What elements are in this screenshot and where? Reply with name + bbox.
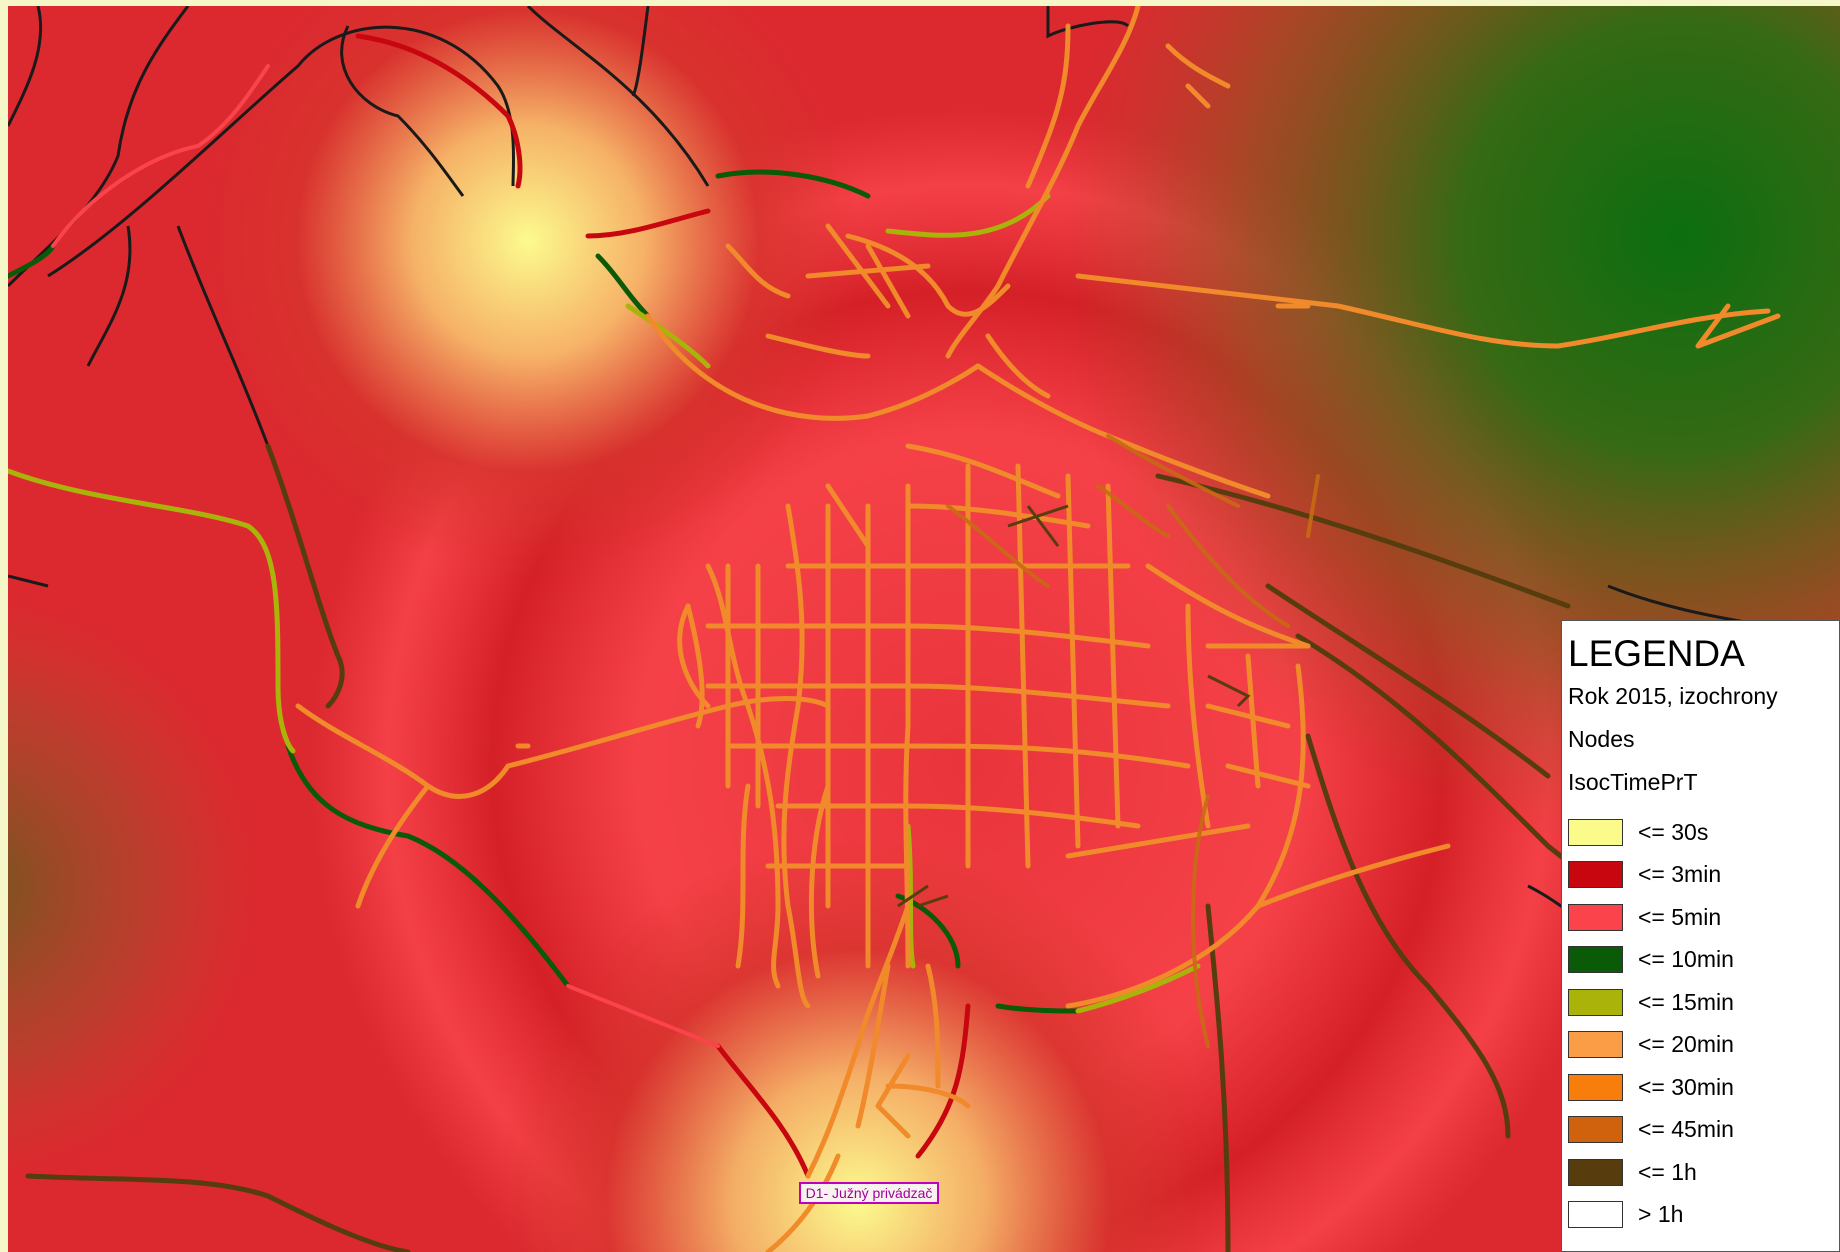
legend-swatch [1568,1031,1623,1059]
legend-class-row: <= 10min [1568,939,1833,982]
legend-class-label: <= 15min [1638,988,1734,1015]
roads-15min [8,193,1201,1014]
legend-class-row: <= 5min [1568,896,1833,939]
legend-class-row: <= 30s [1568,811,1833,854]
legend-class-label: <= 30min [1638,1073,1734,1100]
legend-classes: <= 30s <= 3min <= 5min <= 10min <= 15min <= 2… [1568,811,1833,1236]
legend-class-label: <= 45min [1638,1116,1734,1143]
legend-swatch [1568,903,1623,931]
legend-swatch [1568,1158,1623,1186]
legend-class-label: <= 5min [1638,903,1722,930]
legend-class-label: <= 3min [1638,861,1722,888]
legend-swatch [1568,861,1623,889]
legend-class-row: <= 30min [1568,1066,1833,1109]
legend: LEGENDA Rok 2015, izochrony Nodes IsocTi… [1561,620,1840,1252]
legend-layer-name: Rok 2015, izochrony [1568,683,1778,709]
legend-class-row: > 1h [1568,1194,1833,1237]
legend-swatch [1568,1073,1623,1101]
legend-class-label: <= 20min [1638,1031,1734,1058]
legend-class-label: <= 30s [1638,818,1709,845]
legend-class-label: > 1h [1638,1201,1684,1228]
legend-class-label: <= 1h [1638,1158,1697,1185]
legend-nodes-label: Nodes [1568,726,1635,752]
roads-outside [8,6,1769,968]
legend-class-row: <= 45min [1568,1109,1833,1152]
roads-5min [51,64,720,1048]
legend-title: LEGENDA [1568,633,1745,674]
legend-swatch [1568,1116,1623,1144]
legend-class-row: <= 20min [1568,1024,1833,1067]
legend-class-label: <= 10min [1638,946,1734,973]
place-label-d1-juzny-privadzac[interactable]: D1- Južný privádzač [799,1182,939,1204]
legend-attribute-label: IsocTimePrT [1568,769,1698,795]
roads-10min [8,169,1081,1014]
legend-class-row: <= 15min [1568,981,1833,1024]
legend-class-row: <= 3min [1568,854,1833,897]
legend-swatch [1568,988,1623,1016]
map-canvas [8,6,1840,1252]
road-network-dark-detail [897,504,1251,908]
legend-class-row: <= 1h [1568,1151,1833,1194]
roads-45min [946,434,1320,1048]
legend-swatch [1568,1201,1623,1229]
legend-swatch [1568,818,1623,846]
roads-3min [355,33,971,1179]
legend-swatch [1568,946,1623,974]
isochrone-map[interactable]: D1- Južný privádzač [8,6,1840,1252]
